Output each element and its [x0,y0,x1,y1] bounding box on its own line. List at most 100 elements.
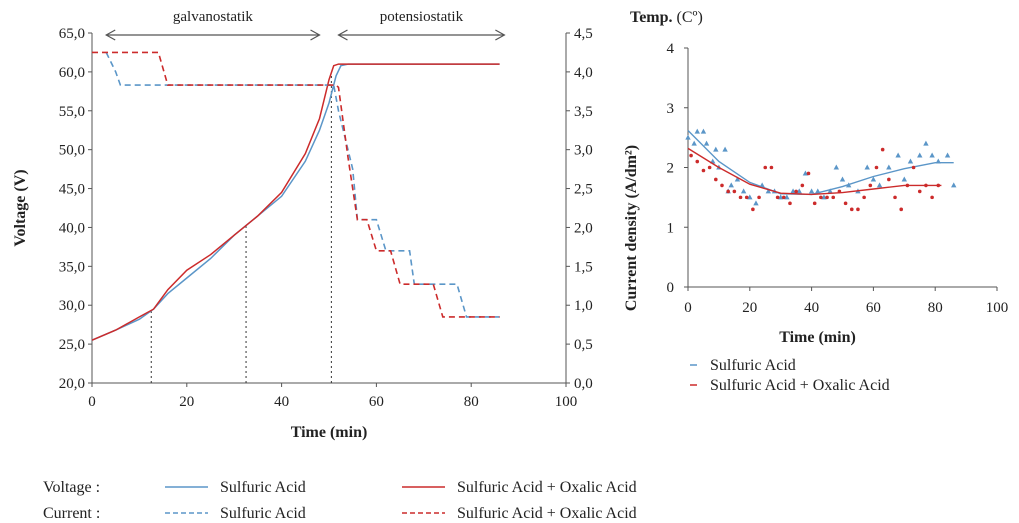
temp-point-oxalic [775,195,780,200]
temp-x-tick-label: 0 [684,300,692,316]
temp-point-sulfuric [870,176,877,182]
temp-point-oxalic [763,165,768,170]
temp-point-oxalic [757,195,761,200]
temp-y-tick-label: 1 [667,220,675,236]
y2-tick-label: 4,0 [574,65,593,81]
y-tick-label: 50,0 [59,143,85,159]
temp-point-oxalic [812,201,817,206]
region-label-potentiostatic: potensiostatik [380,9,464,25]
temp-point-oxalic [781,195,786,200]
temp-point-sulfuric [917,152,923,158]
temp-point-oxalic [899,207,904,212]
temp-point-oxalic [788,201,792,206]
temp-point-sulfuric [713,146,719,152]
voltage-series-sulfuric [91,63,500,341]
temp-point-oxalic [862,195,866,200]
temp-chart-title: Temp. (Cº) [630,9,703,26]
temp-x-tick-label: 60 [866,300,881,316]
region-arrow-head [495,29,506,41]
temp-x-tick-label: 40 [804,300,819,316]
temp-point-oxalic [911,165,916,170]
temp-point-oxalic [874,165,879,170]
temp-point-sulfuric [796,188,802,194]
temp-y-tick-label: 4 [667,41,675,57]
temp-legend-label: Sulfuric Acid + Oxalic Acid [710,377,890,394]
temp-y-tick-label: 2 [667,161,675,177]
temp-point-oxalic [887,177,891,182]
temp-point-sulfuric [907,158,914,164]
temp-x-tick-label: 80 [928,300,943,316]
region-label-galvanostatic: galvanostatik [173,9,253,25]
temp-point-sulfuric [691,140,697,146]
temp-point-oxalic [689,153,693,158]
temp-point-sulfuric [951,182,957,188]
temp-point-oxalic [825,195,829,200]
voltage-series-oxalic [91,63,500,341]
temp-point-sulfuric [753,200,759,206]
temp-point-sulfuric [895,152,901,158]
temp-point-sulfuric [703,140,710,146]
y2-tick-label: 0,0 [574,376,593,392]
legend-row-label: Voltage : [43,479,100,496]
temp-x-tick-label: 20 [742,300,757,316]
temp-point-oxalic [720,183,724,188]
region-arrow-head [104,29,116,41]
y-tick-label: 65,0 [59,26,85,42]
temp-point-oxalic [856,207,860,212]
y-tick-label: 25,0 [59,337,85,353]
temp-point-sulfuric [734,176,741,182]
temp-point-sulfuric [778,194,784,200]
temp-point-sulfuric [694,128,700,134]
legend-entry-label: Sulfuric Acid [220,479,306,496]
y2-axis-title: Current density (A/dm²) [623,145,640,311]
temp-point-sulfuric [747,194,753,200]
y-tick-label: 60,0 [59,65,85,81]
y2-tick-label: 2,5 [574,182,593,198]
y2-tick-label: 3,5 [574,104,593,120]
temp-point-oxalic [751,207,755,212]
temp-y-tick-label: 0 [667,280,675,296]
temp-point-sulfuric [864,164,870,170]
temp-point-oxalic [744,195,749,200]
temp-point-sulfuric [821,194,827,200]
temp-point-sulfuric [790,188,796,194]
legend-entry-label: Sulfuric Acid + Oxalic Acid [457,505,637,522]
temp-point-oxalic [738,195,743,200]
current-series-oxalic [92,51,500,318]
temp-point-oxalic [701,168,706,173]
temp-point-sulfuric [827,188,833,194]
y2-tick-label: 2,0 [574,220,593,236]
temp-trendline-sulfuric [687,130,954,196]
temp-legend-label: Sulfuric Acid [710,357,796,374]
temp-title-unit: (Cº) [677,9,703,26]
temp-point-oxalic [831,195,836,200]
temp-point-sulfuric [886,164,892,170]
y-tick-label: 30,0 [59,298,85,314]
temp-point-oxalic [800,183,805,188]
temp-point-oxalic [930,195,934,200]
x-tick-label: 0 [88,394,96,410]
y2-tick-label: 1,0 [574,298,593,314]
temp-point-sulfuric [728,182,734,188]
temp-point-oxalic [806,171,811,176]
x-tick-label: 100 [555,394,578,410]
current-series-sulfuric [105,52,500,318]
y-axis-title: Voltage (V) [12,169,29,246]
temp-point-sulfuric [740,188,747,194]
temp-point-sulfuric [923,140,929,146]
x-tick-label: 40 [274,394,289,410]
temp-point-sulfuric [876,182,883,188]
legend-row-label: Current : [43,505,100,522]
x-axis-title: Time (min) [291,424,368,441]
temp-point-oxalic [880,147,885,152]
region-arrow-head [310,29,321,41]
temp-point-oxalic [769,165,774,170]
temp-point-sulfuric [784,194,790,200]
y-tick-label: 35,0 [59,259,85,275]
legend-entry-label: Sulfuric Acid [220,505,306,522]
y2-tick-label: 3,0 [574,143,593,159]
temp-point-sulfuric [765,188,772,194]
temp-title-label: Temp. [630,9,677,26]
x-tick-label: 80 [464,394,479,410]
